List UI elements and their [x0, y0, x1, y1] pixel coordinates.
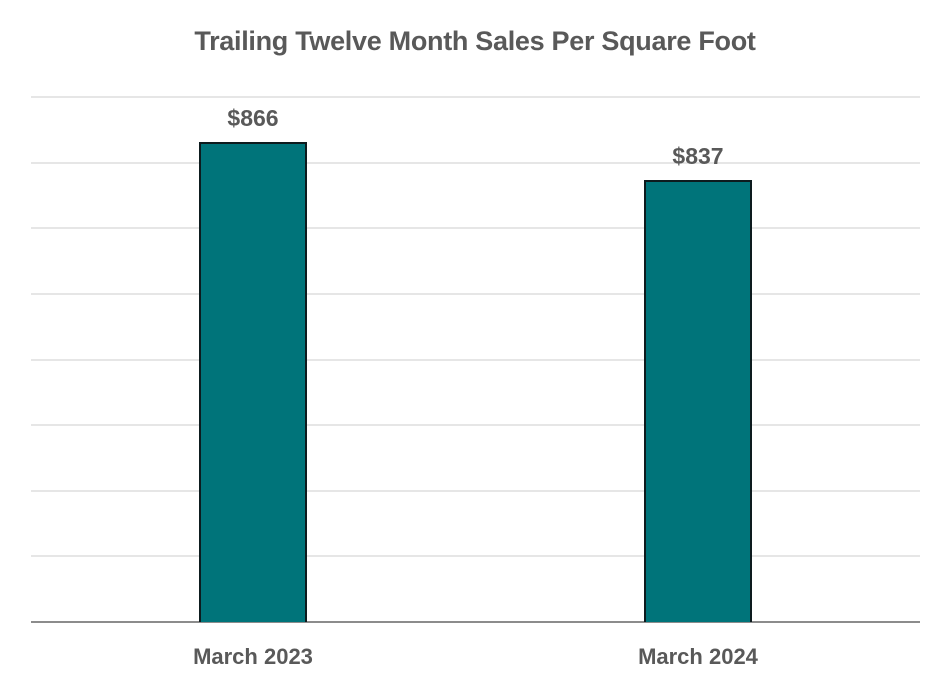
gridline	[31, 489, 920, 492]
gridline	[31, 227, 920, 230]
category-label-1: March 2024	[638, 644, 758, 669]
data-label-0: $866	[227, 104, 279, 131]
x-axis-line	[31, 621, 920, 623]
gridline	[31, 161, 920, 164]
chart-title: Trailing Twelve Month Sales Per Square F…	[194, 26, 756, 56]
gridline	[31, 424, 920, 427]
gridline	[31, 292, 920, 295]
gridline	[31, 96, 920, 98]
data-label-1: $837	[672, 142, 724, 169]
gridline	[31, 358, 920, 361]
category-label-0: March 2023	[193, 644, 313, 669]
gridline	[31, 555, 920, 558]
bar-0	[199, 141, 307, 622]
plot-area: $866 $837	[31, 0, 920, 700]
bar-1	[644, 179, 752, 622]
